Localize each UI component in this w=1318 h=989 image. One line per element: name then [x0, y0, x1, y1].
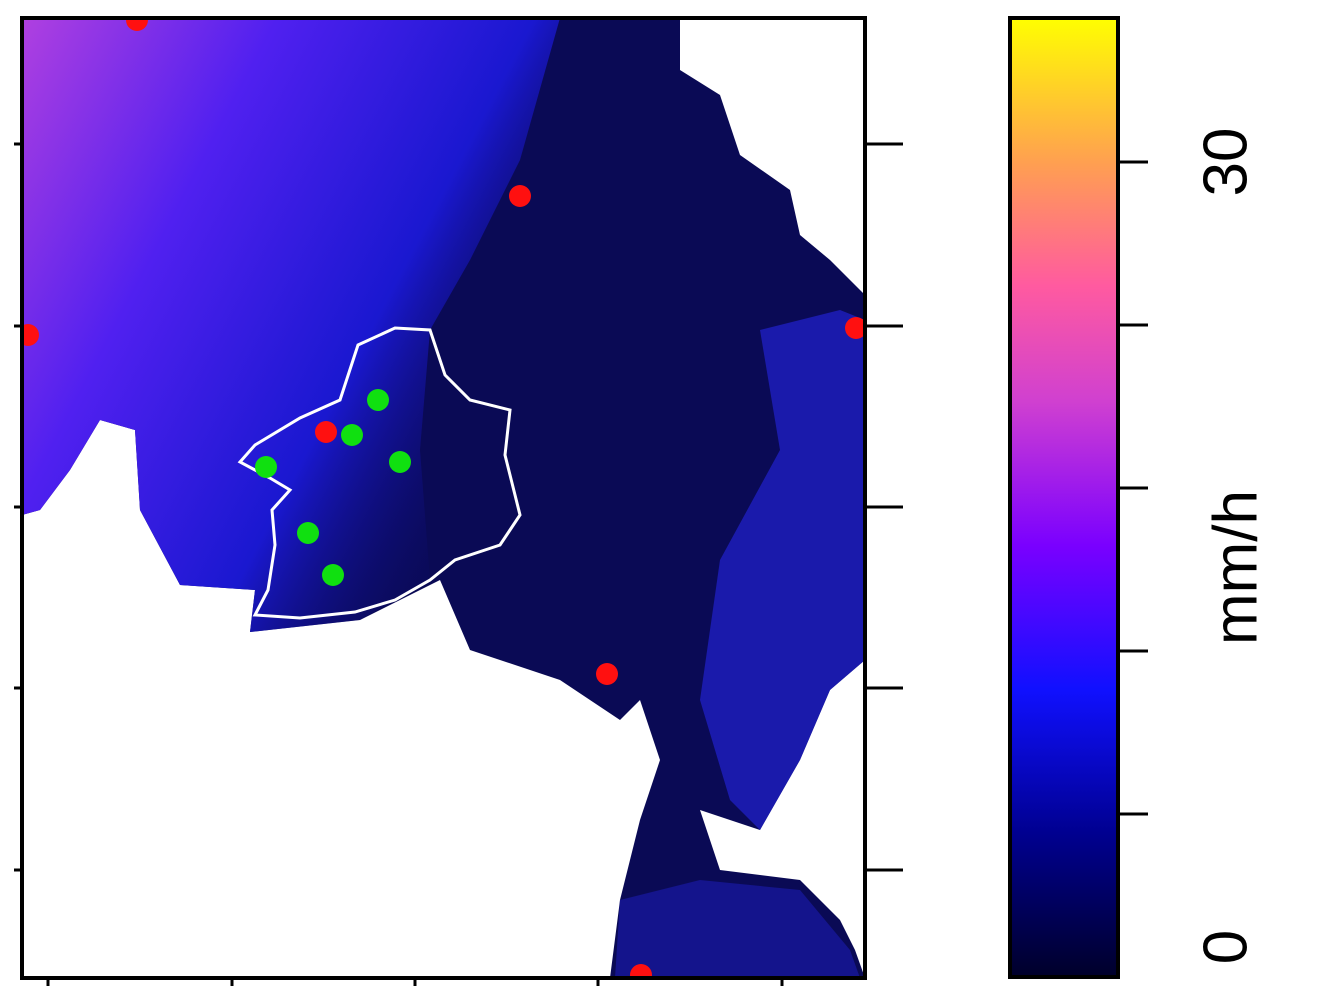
station — [630, 964, 652, 978]
city-boundary — [237, 326, 522, 620]
gauge — [255, 456, 277, 478]
rain-east-area — [700, 310, 865, 830]
station — [315, 421, 337, 443]
gauge — [389, 451, 411, 473]
gauge — [341, 424, 363, 446]
colorbar — [1008, 16, 1120, 979]
rain-high-area — [22, 18, 560, 632]
gauge — [322, 564, 344, 586]
station — [22, 324, 39, 346]
colorbar-tick-label: 0 — [1191, 930, 1260, 964]
map-ticks — [14, 142, 903, 986]
colorbar-tick-label: 30 — [1191, 128, 1260, 197]
map — [22, 18, 865, 978]
gauge — [297, 522, 319, 544]
colorbar-label: mm/h — [1201, 490, 1270, 645]
gauge — [367, 389, 389, 411]
station — [509, 185, 531, 207]
map-frame — [20, 16, 867, 980]
station — [596, 663, 618, 685]
stations — [22, 18, 865, 978]
rain-south-area — [615, 880, 860, 978]
station — [845, 317, 865, 339]
station — [126, 18, 148, 31]
colorbar-ticks — [1118, 160, 1148, 816]
